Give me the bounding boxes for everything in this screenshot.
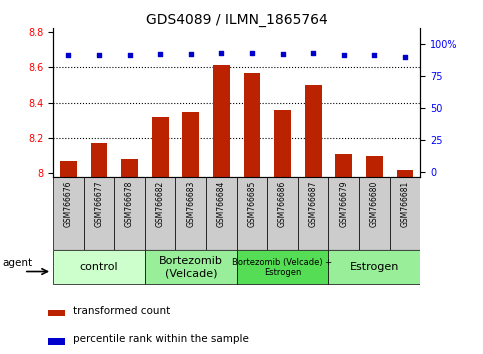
Point [65,52,72,58]
Text: percentile rank within the sample: percentile rank within the sample [73,334,249,344]
Bar [237,177,267,250]
Point [401,54,409,59]
Text: GSM766684: GSM766684 [217,181,226,227]
Title: GDS4089 / ILMN_1865764: GDS4089 / ILMN_1865764 [146,13,327,27]
Bar [206,177,237,250]
FancyBboxPatch shape [53,250,145,284]
Text: GSM766676: GSM766676 [64,181,73,227]
Bar [48,310,65,316]
Bar [183,112,199,354]
Point [156,51,164,57]
Bar [84,177,114,250]
Point [309,50,317,56]
Text: GSM766680: GSM766680 [370,181,379,227]
Text: GSM766683: GSM766683 [186,181,195,227]
Text: GSM766677: GSM766677 [95,181,103,227]
Text: transformed count: transformed count [73,306,170,316]
Text: GSM766685: GSM766685 [247,181,256,227]
FancyBboxPatch shape [145,250,237,284]
Point [217,50,225,56]
Bar [213,65,230,354]
Text: GSM766681: GSM766681 [400,181,410,227]
Point [126,52,133,58]
Text: agent: agent [3,258,33,268]
Bar [152,117,169,354]
Bar [114,177,145,250]
Bar [366,156,383,354]
Bar [305,85,322,354]
Text: GSM766678: GSM766678 [125,181,134,227]
Text: GSM766682: GSM766682 [156,181,165,227]
Text: GSM766687: GSM766687 [309,181,318,227]
Text: GSM766679: GSM766679 [339,181,348,227]
Text: GSM766686: GSM766686 [278,181,287,227]
Text: Estrogen: Estrogen [350,262,399,272]
Bar [328,177,359,250]
Text: control: control [80,262,118,272]
Bar [91,143,107,354]
Point [279,51,286,57]
Bar [121,159,138,354]
Bar [267,177,298,250]
Bar [243,73,260,354]
Bar [274,110,291,354]
Bar [53,177,84,250]
Bar [145,177,175,250]
Point [187,51,195,57]
Point [248,50,256,56]
Bar [298,177,328,250]
Point [370,52,378,58]
Text: Bortezomib (Velcade) +
Estrogen: Bortezomib (Velcade) + Estrogen [232,258,333,277]
Bar [397,170,413,354]
Bar [48,338,65,345]
FancyBboxPatch shape [237,250,328,284]
Point [95,52,103,58]
Bar [390,177,420,250]
Bar [175,177,206,250]
Text: Bortezomib
(Velcade): Bortezomib (Velcade) [159,256,223,278]
FancyBboxPatch shape [328,250,420,284]
Point [340,52,348,58]
Bar [359,177,390,250]
Bar [60,161,77,354]
Bar [335,154,352,354]
